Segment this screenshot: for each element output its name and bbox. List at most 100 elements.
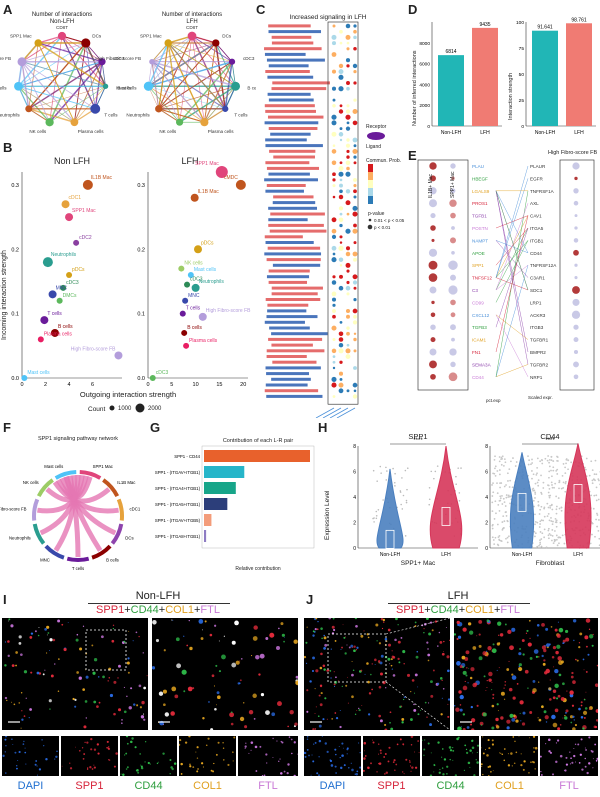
- i-zoom-signal: [198, 619, 204, 624]
- i-main-signal: [47, 632, 50, 634]
- j-t1-signal: [414, 751, 416, 753]
- h-right-lfh-jitter: [555, 534, 558, 537]
- i-main-signal: [143, 718, 146, 721]
- j-zoom-signal: [557, 727, 561, 731]
- c-dot: [353, 35, 357, 40]
- h-right-nonlfh-jitter: [502, 497, 505, 500]
- j-zoom-signal: [584, 698, 586, 700]
- h-right-lfh-jitter: [585, 457, 588, 460]
- a-right-node-label-6: NK cells: [159, 129, 177, 134]
- j-main-signal: [317, 620, 319, 623]
- e-left-bubble-b-8: [448, 260, 458, 270]
- i-zoom-signal: [276, 645, 280, 650]
- j-zoom-signal: [478, 644, 482, 648]
- e-left-gene-13: TGFB3: [472, 325, 487, 330]
- h-right-nonlfh-jitter: [550, 481, 553, 484]
- h-left-lfh-jitter: [433, 477, 435, 480]
- i-main-signal: [82, 688, 85, 691]
- c-dot: [332, 303, 336, 307]
- i-t3-signal: [189, 765, 192, 768]
- j-zoom-signal: [462, 728, 466, 731]
- f-sector-1: [102, 478, 120, 498]
- j-main-signal: [384, 637, 388, 641]
- d-left-bar-label-1: 9435: [479, 22, 490, 28]
- b-left-point-7: [48, 290, 57, 299]
- h-right-nonlfh-jitter: [491, 501, 494, 504]
- j-zoom-signal: [457, 635, 462, 639]
- c-dot: [339, 161, 343, 165]
- b-count-size-1: 1000: [118, 406, 132, 412]
- f-sector-label-2: cDC1: [129, 507, 140, 512]
- c-dot: [331, 160, 337, 166]
- e-left-gene-8: SPP1: [472, 263, 484, 268]
- j-t4-signal: [570, 757, 572, 759]
- j-zoom-signal: [487, 646, 492, 651]
- f-chord-7: [39, 474, 81, 536]
- b-right-xtick: 5: [170, 382, 173, 388]
- j-zoom-signal: [512, 696, 516, 700]
- e-left-bubble-a-0: [429, 162, 437, 170]
- b-right-point-3: [194, 245, 202, 254]
- e-left-bubble-a-6: [431, 238, 435, 242]
- j-main-signal: [341, 685, 343, 687]
- j-zoom-signal: [575, 658, 577, 661]
- h-right-lfh-jitter: [564, 472, 567, 475]
- i-t3-signal: [227, 763, 230, 767]
- c-dot: [346, 47, 350, 51]
- i-channel-dapi: DAPI: [17, 780, 44, 792]
- i-main-signal: [4, 696, 8, 700]
- j-t1-signal: [399, 738, 402, 741]
- j-t2-signal: [438, 771, 441, 774]
- j-zoom-signal: [506, 726, 510, 730]
- b-right-point-1: [235, 179, 246, 190]
- panel-label-j: J: [306, 592, 314, 607]
- j-zoom-signal: [557, 694, 561, 698]
- a-left-edge: [28, 86, 106, 110]
- h-right-nonlfh-jitter: [499, 499, 502, 502]
- j-zoom-signal: [486, 654, 489, 657]
- c-dot: [346, 86, 350, 91]
- h-right-lfh-jitter: [551, 539, 553, 542]
- a-right-edge: [151, 61, 160, 109]
- j-zoom-signal: [461, 655, 466, 660]
- i-t4-signal: [276, 740, 278, 742]
- j-t0-signal: [348, 766, 350, 769]
- j-main-signal: [382, 618, 386, 622]
- b-left-point-3: [73, 239, 80, 246]
- j-t2-signal: [463, 769, 466, 772]
- c-dot: [332, 360, 336, 364]
- j-zoom-signal: [527, 687, 529, 689]
- i-t1-signal: [90, 738, 93, 741]
- j-zoom-signal: [582, 658, 585, 661]
- h-left-nonlfh-jitter: [372, 517, 374, 520]
- h-right-nonlfh-jitter: [527, 455, 529, 457]
- j-zoom-signal: [480, 724, 483, 726]
- i-zoom-signal: [235, 660, 240, 665]
- i-main-signal: [50, 674, 54, 678]
- i-marker-ftl: FTL: [200, 604, 220, 616]
- c-dot: [338, 194, 344, 200]
- i-t4-signal: [272, 756, 274, 758]
- j-t4-signal: [569, 763, 571, 765]
- i-channel-ftl: FTL: [258, 780, 278, 792]
- j-main-signal: [312, 634, 315, 637]
- i-main-signal: [21, 710, 23, 712]
- j-t0-signal: [335, 753, 337, 756]
- c-dot: [345, 251, 351, 257]
- h-right-lfh-jitter: [594, 535, 596, 538]
- b-left-xtick: 4: [68, 382, 71, 388]
- i-main-signal: [126, 661, 130, 665]
- j-main-signal: [438, 631, 441, 634]
- h-right-nonlfh-jitter: [498, 510, 501, 512]
- h-right-lfh-jitter: [550, 459, 553, 462]
- panel-h-violins: SPP1 CD44 Expression Level 0 2 4 6 8 0 2 4 6 8 ***…: [318, 428, 600, 590]
- c-row-label-bar: [272, 360, 317, 364]
- j-zoom-connector-top: [385, 617, 451, 635]
- j-main-signal: [410, 690, 412, 693]
- c-dot: [346, 331, 350, 336]
- a-left-edge: [18, 86, 75, 123]
- i-zoom-signal: [287, 725, 289, 728]
- a-left-node-label-7: Neutrophils: [0, 113, 20, 118]
- j-zoom-signal: [546, 643, 550, 647]
- h-right-nonlfh-jitter: [540, 491, 543, 494]
